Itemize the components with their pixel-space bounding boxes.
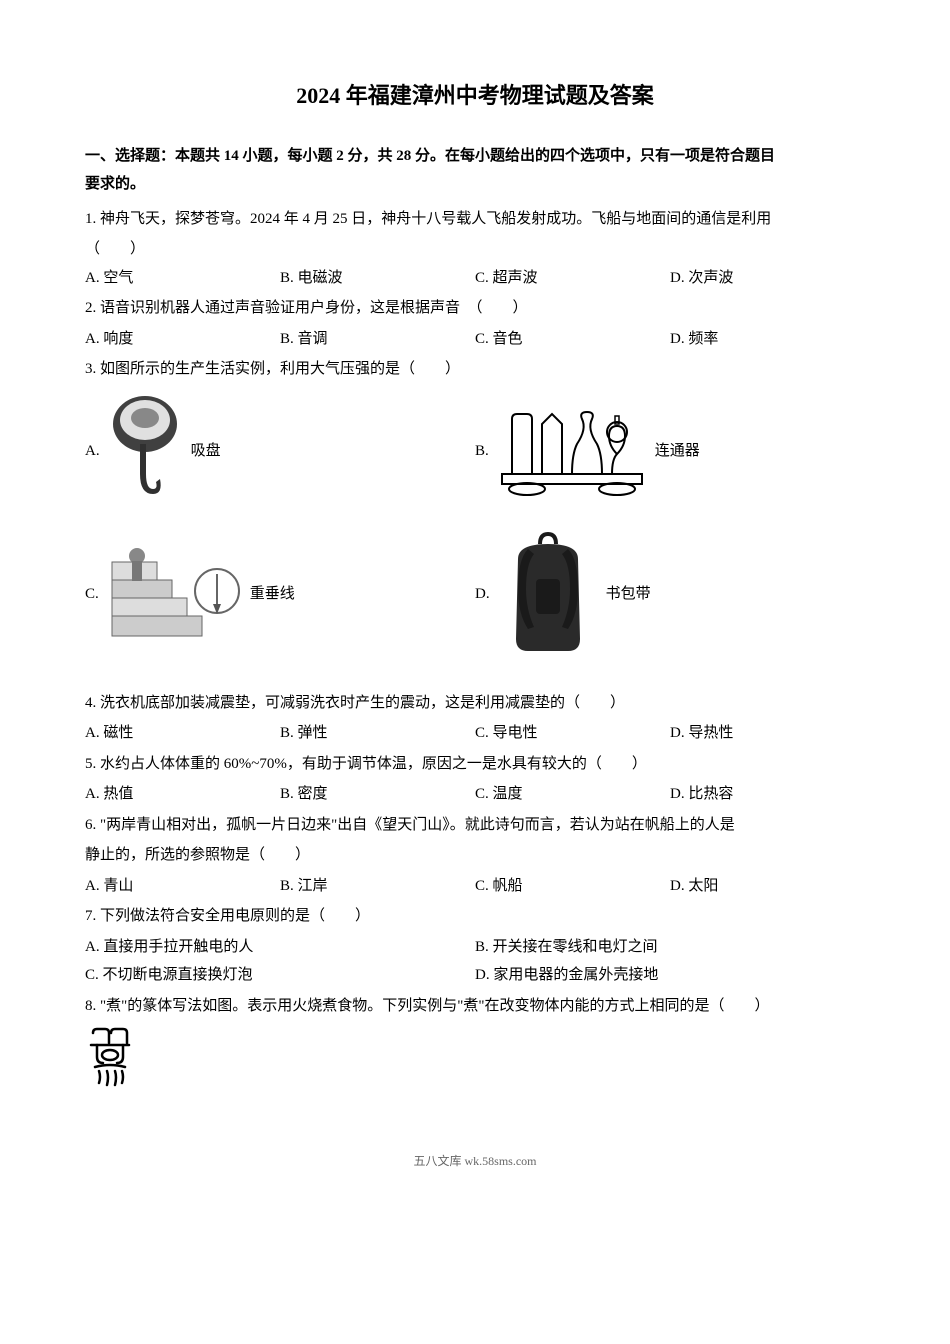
q2-text: 2. 语音识别机器人通过声音验证用户身份，这是根据声音 （ ） [85, 294, 865, 323]
plumb-line-icon [107, 546, 242, 641]
q1-option-b: B. 电磁波 [280, 264, 475, 293]
q3-c-caption: 重垂线 [250, 580, 295, 609]
q3-option-b: B. 连通器 [475, 394, 865, 509]
q6-text2: 静止的，所选的参照物是（ ） [85, 841, 865, 870]
q5-option-d: D. 比热容 [670, 780, 865, 809]
page-footer: 五八文库 wk.58sms.com [85, 1150, 865, 1173]
question-3: 3. 如图所示的生产生活实例，利用大气压强的是（ ） A. 吸盘 B. [85, 355, 865, 679]
q1-option-d: D. 次声波 [670, 264, 865, 293]
section-header-line1: 一、选择题：本题共 14 小题，每小题 2 分，共 28 分。在每小题给出的四个… [85, 148, 775, 164]
question-6: 6. "两岸青山相对出，孤帆一片日边来"出自《望天门山》。就此诗句而言，若认为站… [85, 811, 865, 901]
q3-d-caption: 书包带 [606, 580, 651, 609]
q6-option-c: C. 帆船 [475, 872, 670, 901]
section-header: 一、选择题：本题共 14 小题，每小题 2 分，共 28 分。在每小题给出的四个… [85, 142, 865, 199]
q3-d-label: D. [475, 580, 490, 609]
question-2: 2. 语音识别机器人通过声音验证用户身份，这是根据声音 （ ） A. 响度 B.… [85, 294, 865, 353]
q2-option-c: C. 音色 [475, 325, 670, 354]
q5-text: 5. 水约占人体体重的 60%~70%，有助于调节体温，原因之一是水具有较大的（… [85, 750, 865, 779]
q3-image-options: A. 吸盘 B. [85, 394, 865, 679]
q2-option-a: A. 响度 [85, 325, 280, 354]
q1-option-c: C. 超声波 [475, 264, 670, 293]
q7-options: A. 直接用手拉开触电的人 B. 开关接在零线和电灯之间 C. 不切断电源直接换… [85, 933, 865, 990]
q5-options: A. 热值 B. 密度 C. 温度 D. 比热容 [85, 780, 865, 809]
q1-option-a: A. 空气 [85, 264, 280, 293]
q4-option-c: C. 导电性 [475, 719, 670, 748]
section-header-line2: 要求的。 [85, 176, 145, 192]
q7-option-b: B. 开关接在零线和电灯之间 [475, 933, 865, 962]
q5-option-b: B. 密度 [280, 780, 475, 809]
backpack-strap-icon [498, 529, 598, 659]
q2-options: A. 响度 B. 音调 C. 音色 D. 频率 [85, 325, 865, 354]
question-7: 7. 下列做法符合安全用电原则的是（ ） A. 直接用手拉开触电的人 B. 开关… [85, 902, 865, 990]
seal-script-zhu-icon [85, 1025, 135, 1090]
q3-option-d: D. 书包带 [475, 529, 865, 659]
q3-a-label: A. [85, 437, 100, 466]
q1-options: A. 空气 B. 电磁波 C. 超声波 D. 次声波 [85, 264, 865, 293]
q4-text: 4. 洗衣机底部加装减震垫，可减弱洗衣时产生的震动，这是利用减震垫的（ ） [85, 689, 865, 718]
question-1: 1. 神舟飞天，探梦苍穹。2024 年 4 月 25 日，神舟十八号载人飞船发射… [85, 205, 865, 293]
q7-option-c: C. 不切断电源直接换灯泡 [85, 961, 475, 990]
q6-options: A. 青山 B. 江岸 C. 帆船 D. 太阳 [85, 872, 865, 901]
q7-option-d: D. 家用电器的金属外壳接地 [475, 961, 865, 990]
q6-option-d: D. 太阳 [670, 872, 865, 901]
question-8: 8. "煮"的篆体写法如图。表示用火烧煮食物。下列实例与"煮"在改变物体内能的方… [85, 992, 865, 1091]
q3-option-a: A. 吸盘 [85, 394, 475, 509]
q4-option-b: B. 弹性 [280, 719, 475, 748]
q6-text1: 6. "两岸青山相对出，孤帆一片日边来"出自《望天门山》。就此诗句而言，若认为站… [85, 811, 865, 840]
q3-c-label: C. [85, 580, 99, 609]
q4-option-a: A. 磁性 [85, 719, 280, 748]
q5-option-c: C. 温度 [475, 780, 670, 809]
q4-option-d: D. 导热性 [670, 719, 865, 748]
q7-option-a: A. 直接用手拉开触电的人 [85, 933, 475, 962]
question-4: 4. 洗衣机底部加装减震垫，可减弱洗衣时产生的震动，这是利用减震垫的（ ） A.… [85, 689, 865, 748]
q4-options: A. 磁性 B. 弹性 C. 导电性 D. 导热性 [85, 719, 865, 748]
q3-a-caption: 吸盘 [191, 437, 221, 466]
q3-option-c: C. 重垂线 [85, 529, 475, 659]
q6-option-a: A. 青山 [85, 872, 280, 901]
q6-option-b: B. 江岸 [280, 872, 475, 901]
suction-cup-icon [108, 394, 183, 509]
q8-text: 8. "煮"的篆体写法如图。表示用火烧煮食物。下列实例与"煮"在改变物体内能的方… [85, 992, 865, 1021]
q2-option-d: D. 频率 [670, 325, 865, 354]
page-title: 2024 年福建漳州中考物理试题及答案 [85, 75, 865, 117]
q3-text: 3. 如图所示的生产生活实例，利用大气压强的是（ ） [85, 355, 865, 384]
q3-b-label: B. [475, 437, 489, 466]
q3-b-caption: 连通器 [655, 437, 700, 466]
q1-text: 1. 神舟飞天，探梦苍穹。2024 年 4 月 25 日，神舟十八号载人飞船发射… [85, 205, 865, 234]
q5-option-a: A. 热值 [85, 780, 280, 809]
q7-text: 7. 下列做法符合安全用电原则的是（ ） [85, 902, 865, 931]
q2-option-b: B. 音调 [280, 325, 475, 354]
communicating-vessels-icon [497, 404, 647, 499]
q1-blank: （ ） [85, 235, 865, 264]
question-5: 5. 水约占人体体重的 60%~70%，有助于调节体温，原因之一是水具有较大的（… [85, 750, 865, 809]
